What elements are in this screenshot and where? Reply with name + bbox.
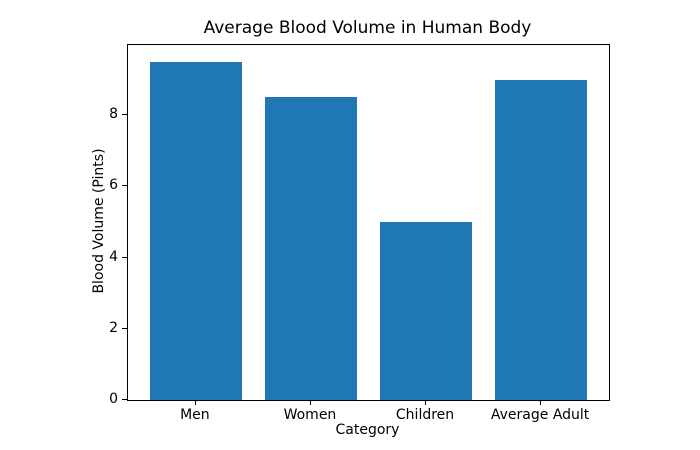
x-tick-label-men: Men [180, 407, 210, 423]
x-axis-label: Category [335, 422, 400, 438]
y-tick-mark [122, 256, 127, 258]
y-tick-label: 8 [109, 106, 118, 123]
bar-men [149, 61, 242, 400]
x-tick-mark [194, 400, 196, 405]
bar-women [264, 97, 357, 400]
bar-average-adult [495, 79, 588, 400]
y-tick-mark [122, 185, 127, 187]
y-tick-mark [122, 399, 127, 400]
bar-children [380, 222, 473, 400]
y-axis-label: Blood Volume (Pints) [91, 148, 107, 294]
y-tick-mark [122, 327, 127, 329]
x-tick-label-women: Women [283, 407, 337, 423]
x-tick-mark [540, 400, 542, 405]
y-tick-mark [122, 114, 127, 116]
y-tick-label: 2 [109, 319, 118, 336]
x-tick-label-average-adult: Average Adult [490, 407, 590, 423]
y-tick-label: 0 [109, 391, 118, 407]
x-tick-mark [425, 400, 427, 405]
y-tick-label: 6 [109, 177, 118, 194]
plot-area [127, 44, 610, 401]
y-tick-label: 4 [109, 248, 118, 265]
x-tick-mark [309, 400, 311, 405]
x-tick-label-children: Children [395, 407, 455, 423]
chart-title: Average Blood Volume in Human Body [203, 18, 532, 38]
